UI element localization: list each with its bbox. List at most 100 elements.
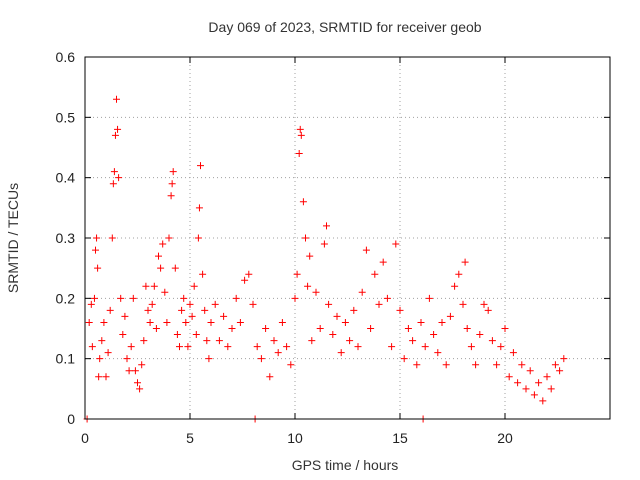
data-point <box>94 264 102 272</box>
data-point <box>144 306 152 314</box>
y-tick-label: 0 <box>67 411 75 427</box>
data-point <box>110 168 118 176</box>
data-point <box>293 270 301 278</box>
data-point <box>211 300 219 308</box>
data-point <box>480 300 488 308</box>
data-point <box>136 385 144 393</box>
data-point <box>161 288 169 296</box>
y-tick-label: 0.4 <box>56 170 76 186</box>
data-point <box>87 300 95 308</box>
data-point <box>125 367 133 375</box>
data-point <box>102 373 110 381</box>
data-point <box>459 300 467 308</box>
data-point <box>203 337 211 345</box>
data-point <box>150 282 158 290</box>
data-point <box>371 270 379 278</box>
data-point <box>253 343 261 351</box>
data-point <box>283 343 291 351</box>
data-point <box>461 258 469 266</box>
data-point <box>142 282 150 290</box>
data-point <box>323 222 330 230</box>
data-point <box>114 125 122 133</box>
data-point <box>98 337 106 345</box>
data-point <box>186 300 194 308</box>
data-point <box>509 349 517 357</box>
data-point <box>551 361 559 369</box>
data-point <box>526 367 534 375</box>
data-point <box>396 306 404 314</box>
data-point <box>388 343 396 351</box>
data-point <box>299 198 307 206</box>
data-point <box>90 294 98 302</box>
x-tick-label: 20 <box>497 430 513 446</box>
data-point <box>312 288 320 296</box>
data-point <box>287 361 295 369</box>
data-point <box>168 180 176 188</box>
data-point <box>106 306 114 314</box>
data-point <box>337 349 345 357</box>
data-point <box>190 282 198 290</box>
data-point <box>169 168 177 176</box>
data-point <box>199 270 207 278</box>
data-point <box>497 343 505 351</box>
data-point <box>488 337 496 345</box>
data-point <box>442 361 450 369</box>
data-point <box>505 373 513 381</box>
data-point <box>152 325 160 332</box>
data-point <box>333 312 341 320</box>
data-point <box>367 325 375 332</box>
data-point <box>295 150 303 158</box>
data-point <box>245 270 253 278</box>
data-point <box>270 337 278 345</box>
y-tick-label: 0.6 <box>56 49 76 65</box>
data-point <box>96 355 104 363</box>
data-point <box>173 331 181 339</box>
data-point <box>108 234 116 242</box>
data-point <box>159 240 167 248</box>
x-tick-label: 5 <box>186 430 194 446</box>
data-point <box>522 385 530 393</box>
data-point <box>249 300 257 308</box>
data-point <box>165 234 173 242</box>
plot-frame <box>84 56 611 420</box>
data-point <box>278 318 286 326</box>
data-point <box>350 306 358 314</box>
data-point <box>451 282 459 290</box>
data-point <box>455 270 463 278</box>
data-point <box>131 367 139 375</box>
data-point <box>115 174 123 182</box>
data-point <box>493 361 501 369</box>
data-point <box>224 343 232 351</box>
data-point <box>241 276 249 284</box>
data-point <box>358 288 366 296</box>
data-point <box>171 264 179 272</box>
data-point <box>121 312 129 320</box>
data-point <box>421 343 429 351</box>
data-point <box>104 349 112 357</box>
y-axis-label: SRMTID / TECUs <box>5 183 21 293</box>
data-point <box>138 361 146 369</box>
data-point <box>430 331 438 339</box>
data-point <box>93 234 101 242</box>
data-point <box>194 234 202 242</box>
data-point <box>274 349 282 357</box>
data-point <box>123 355 131 363</box>
data-point <box>320 240 328 248</box>
x-tick-label: 0 <box>81 430 89 446</box>
y-tick-label: 0.1 <box>56 351 76 367</box>
data-point <box>182 318 190 326</box>
data-point <box>476 331 484 339</box>
data-point <box>438 318 446 326</box>
data-point <box>341 318 349 326</box>
data-point <box>383 294 391 302</box>
data-point <box>404 325 412 332</box>
data-point <box>463 325 471 332</box>
data-point <box>346 337 354 345</box>
data-point <box>180 294 188 302</box>
grid-layer <box>85 57 610 419</box>
data-point <box>109 180 117 188</box>
x-tick-label: 15 <box>392 430 408 446</box>
data-point <box>392 240 400 248</box>
data-point <box>535 379 543 387</box>
data-point <box>100 318 108 326</box>
